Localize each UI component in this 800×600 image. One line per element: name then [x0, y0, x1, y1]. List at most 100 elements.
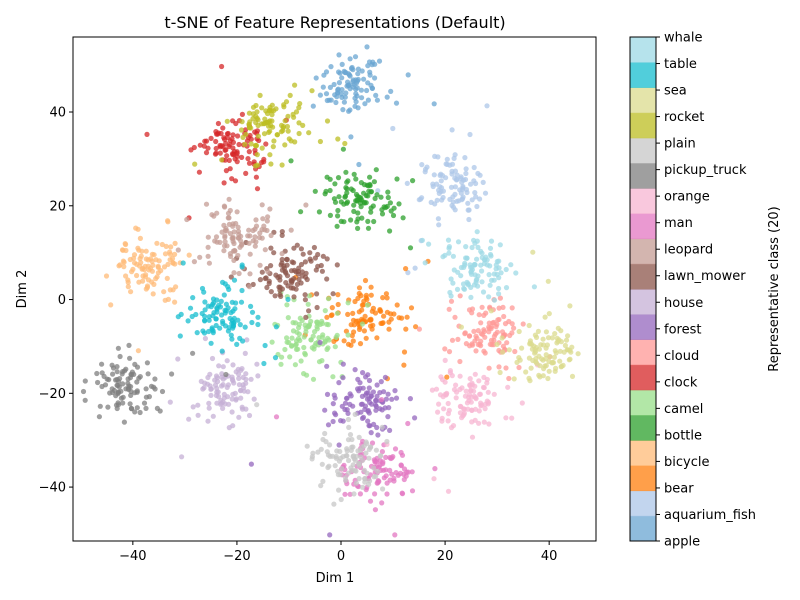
scatter-point-cloud [476, 312, 482, 318]
scatter-point-rocket [279, 162, 285, 168]
scatter-point-plain [350, 444, 356, 450]
scatter-point-plain [378, 453, 384, 459]
scatter-point-sea [567, 347, 573, 353]
x-tick-label: 0 [337, 549, 345, 564]
scatter-point-rocket [264, 110, 271, 117]
scatter-point-rocket [265, 123, 272, 129]
scatter-point-bottle [312, 188, 318, 194]
scatter-point-forest [350, 403, 356, 409]
scatter-point-camel [298, 358, 304, 364]
scatter-point-plain [356, 461, 362, 467]
scatter-point-apple [365, 97, 371, 103]
scatter-point-rocket [288, 138, 294, 144]
scatter-point-lawn_mower [303, 314, 309, 320]
scatter-point-table [220, 320, 226, 327]
scatter-point-bottle [371, 179, 377, 185]
scatter-point-plain [345, 470, 352, 476]
scatter-point-apple [334, 94, 340, 100]
scatter-point-sea [533, 359, 539, 365]
scatter-point-leopard [235, 228, 242, 234]
scatter-point-leopard [214, 239, 220, 245]
scatter-point-aquarium_fish [428, 199, 434, 205]
scatter-point-whale [445, 237, 452, 243]
scatter-point-lawn_mower [308, 258, 314, 264]
scatter-point-camel [306, 293, 312, 299]
colorbar-segment-cloud [630, 339, 656, 366]
scatter-point-apple [323, 91, 330, 97]
scatter-point-camel [305, 324, 311, 330]
scatter-point-apple [359, 95, 365, 101]
scatter-point-aquarium_fish [440, 194, 446, 201]
scatter-point-house [216, 363, 222, 369]
scatter-point-whale [474, 229, 480, 235]
scatter-point-bear [351, 329, 357, 335]
colorbar-segment-table [630, 62, 656, 88]
scatter-point-rocket [290, 111, 296, 117]
scatter-point-bicycle [130, 266, 136, 272]
scatter-point-lawn_mower [284, 256, 290, 262]
scatter-point-lawn_mower [324, 276, 330, 282]
scatter-point-house [243, 380, 249, 386]
scatter-point-bottle [345, 178, 351, 184]
scatter-point-forest [389, 396, 395, 402]
scatter-point-camel [284, 302, 290, 308]
scatter-point-aquarium_fish [437, 184, 443, 190]
scatter-point-whale [419, 237, 425, 243]
scatter-point-camel [289, 335, 295, 341]
scatter-point-cloud [497, 295, 503, 301]
scatter-point-clock [221, 180, 227, 186]
colorbar-tick-label: clock [664, 375, 698, 390]
scatter-point-sea [519, 345, 525, 351]
scatter-point-whale [460, 281, 467, 287]
scatter-point-pickup_truck [132, 409, 138, 415]
scatter-point-orange [440, 394, 446, 400]
scatter-point-bicycle [155, 263, 161, 269]
scatter-point-leopard [245, 233, 251, 239]
scatter-point-pickup_truck [144, 360, 150, 366]
scatter-point-apple [372, 61, 378, 67]
scatter-point-cloud [469, 342, 476, 348]
scatter-point-table [234, 341, 240, 347]
scatter-point-house [242, 350, 248, 356]
scatter-point-camel [308, 337, 314, 343]
scatter-point-forest [393, 395, 400, 401]
scatter-point-pickup_truck [110, 371, 116, 377]
x-axis-label: Dim 1 [316, 571, 355, 586]
scatter-point-bicycle [149, 258, 155, 264]
scatter-point-rocket [219, 157, 225, 163]
scatter-point-whale [487, 245, 494, 251]
scatter-point-bicycle [143, 248, 149, 254]
scatter-point-bicycle [153, 257, 159, 263]
scatter-point-aquarium_fish [405, 270, 411, 276]
scatter-point-leopard [221, 248, 227, 254]
scatter-point-bear [381, 313, 387, 319]
scatter-point-rocket [254, 109, 260, 115]
scatter-point-table [238, 299, 245, 305]
scatter-point-aquarium_fish [471, 164, 477, 171]
colorbar-tick-label: whale [664, 31, 702, 46]
scatter-point-man [389, 471, 395, 477]
scatter-point-bottle [378, 194, 384, 200]
scatter-point-cloud [457, 358, 463, 365]
y-axis-label: Dim 2 [15, 270, 30, 309]
scatter-point-forest [377, 406, 383, 412]
scatter-point-camel [345, 332, 351, 338]
scatter-point-lawn_mower [294, 242, 300, 248]
scatter-point-leopard [268, 232, 274, 239]
scatter-point-table [227, 315, 233, 322]
scatter-point-rocket [324, 118, 331, 124]
scatter-point-pickup_truck [126, 342, 132, 348]
scatter-point-leopard [234, 209, 240, 215]
scatter-point-camel [364, 302, 371, 308]
scatter-point-orange [453, 395, 459, 401]
scatter-point-plain [325, 464, 331, 471]
scatter-point-bottle [390, 212, 397, 219]
scatter-point-pickup_truck [106, 377, 112, 383]
scatter-point-bottle [355, 225, 361, 231]
scatter-point-bicycle [143, 256, 149, 262]
colorbar-tick-label: man [664, 216, 693, 231]
scatter-point-rocket [255, 162, 261, 168]
scatter-point-plain [334, 448, 340, 454]
scatter-point-clock [229, 176, 235, 182]
scatter-point-bottle [338, 199, 344, 205]
